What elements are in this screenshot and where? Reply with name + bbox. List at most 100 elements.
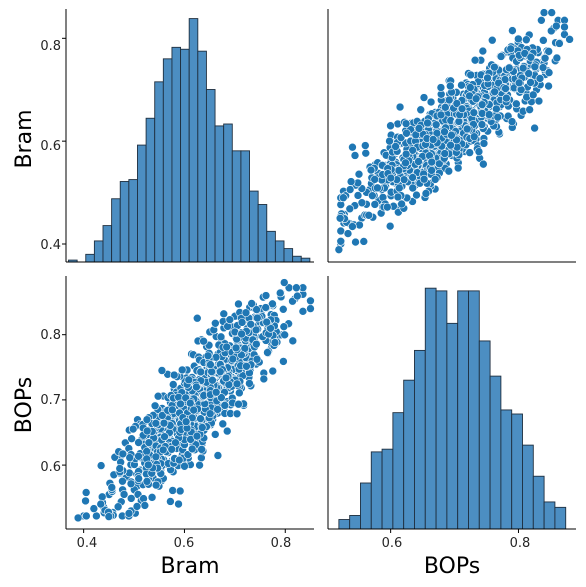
scatter-point (514, 78, 524, 88)
scatter-point (158, 445, 168, 455)
scatter-point (453, 163, 463, 173)
scatter-point (197, 423, 207, 432)
scatter-point (222, 342, 231, 352)
scatter-point (535, 74, 545, 83)
bram-vs-bops-scatter (334, 8, 574, 254)
scatter-point (408, 173, 417, 182)
scatter-point (268, 299, 277, 309)
scatter-point (134, 474, 143, 483)
scatter-point (215, 367, 225, 377)
ytick-bram-2: 0.8 (40, 39, 61, 54)
bops-vs-bram-scatter (73, 278, 315, 523)
scatter-point (537, 16, 546, 25)
hist-bar (381, 448, 394, 530)
scatter-point (203, 351, 213, 361)
scatter-point (496, 52, 506, 61)
scatter-point (373, 183, 382, 193)
scatter-point (205, 409, 215, 419)
scatter-point (177, 365, 187, 375)
hist-bar (162, 58, 173, 263)
scatter-point (336, 226, 346, 236)
hist-bar (292, 255, 302, 263)
hist-bar (214, 125, 225, 263)
scatter-point (408, 183, 418, 193)
scatter-point (211, 387, 221, 397)
scatter-point (142, 477, 152, 486)
ytick-bram-1: 0.6 (40, 139, 61, 154)
scatter-point (180, 461, 189, 471)
scatter-point (440, 149, 450, 158)
scatter-point (246, 319, 256, 329)
hist-bar (457, 290, 469, 530)
scatter-point (402, 128, 411, 138)
scatter-point (234, 299, 243, 309)
xtick-bops-0: 0.6 (382, 536, 403, 551)
scatter-point (142, 447, 151, 456)
scatter-point (436, 83, 446, 92)
scatter-point (252, 305, 261, 314)
scatter-point (221, 373, 231, 383)
scatter-point (504, 63, 514, 73)
scatter-point (134, 438, 143, 447)
scatter-point (477, 100, 487, 109)
scatter-point (183, 450, 193, 459)
scatter-point (142, 415, 152, 424)
hist-bar (102, 225, 113, 263)
scatter-point (534, 96, 544, 106)
scatter-point (471, 94, 481, 104)
scatter-point (150, 401, 160, 411)
scatter-point (479, 159, 488, 169)
scatter-point (364, 210, 374, 220)
hist-bar (240, 150, 250, 263)
scatter-point (144, 438, 154, 447)
scatter-point (298, 307, 308, 316)
scatter-point (408, 146, 417, 155)
scatter-point (128, 424, 138, 434)
scatter-point (345, 185, 355, 194)
scatter-point (231, 343, 241, 353)
scatter-point (518, 63, 528, 73)
scatter-point (253, 313, 262, 323)
scatter-point (466, 70, 476, 80)
axis-spines (62, 9, 576, 533)
scatter-point (544, 68, 554, 77)
scatter-point (174, 455, 184, 465)
scatter-point (268, 366, 278, 376)
scatter-point (306, 296, 315, 306)
scatter-point (339, 193, 348, 203)
scatter-point (266, 323, 275, 333)
scatter-point (395, 102, 405, 112)
scatter-point (421, 189, 431, 198)
scatter-point (399, 175, 409, 184)
scatter-point (490, 62, 499, 72)
scatter-point (196, 414, 205, 423)
scatter-point (335, 213, 345, 223)
scatter-point (394, 183, 404, 193)
scatter-point (241, 308, 251, 318)
scatter-point (565, 35, 574, 44)
scatter-point (462, 124, 472, 134)
scatter-point (419, 93, 429, 102)
scatter-point (348, 222, 357, 231)
scatter-point (225, 315, 235, 324)
hist-bar (554, 506, 567, 530)
scatter-point (113, 502, 123, 512)
scatter-point (219, 309, 229, 319)
scatter-point (160, 432, 169, 441)
scatter-point (115, 464, 125, 473)
scatter-point (153, 391, 163, 401)
scatter-point (361, 148, 371, 158)
scatter-point (540, 53, 550, 63)
hist-bar (197, 50, 207, 263)
scatter-point (199, 336, 208, 346)
scatter-point (502, 93, 511, 103)
hist-bar (403, 379, 415, 530)
scatter-point (81, 488, 91, 497)
hist-bar (300, 257, 311, 263)
scatter-point (96, 461, 106, 470)
ytick-bram-0: 0.4 (40, 238, 61, 253)
scatter-point (366, 165, 376, 175)
hist-bar (543, 501, 556, 530)
hist-bar (349, 515, 361, 530)
